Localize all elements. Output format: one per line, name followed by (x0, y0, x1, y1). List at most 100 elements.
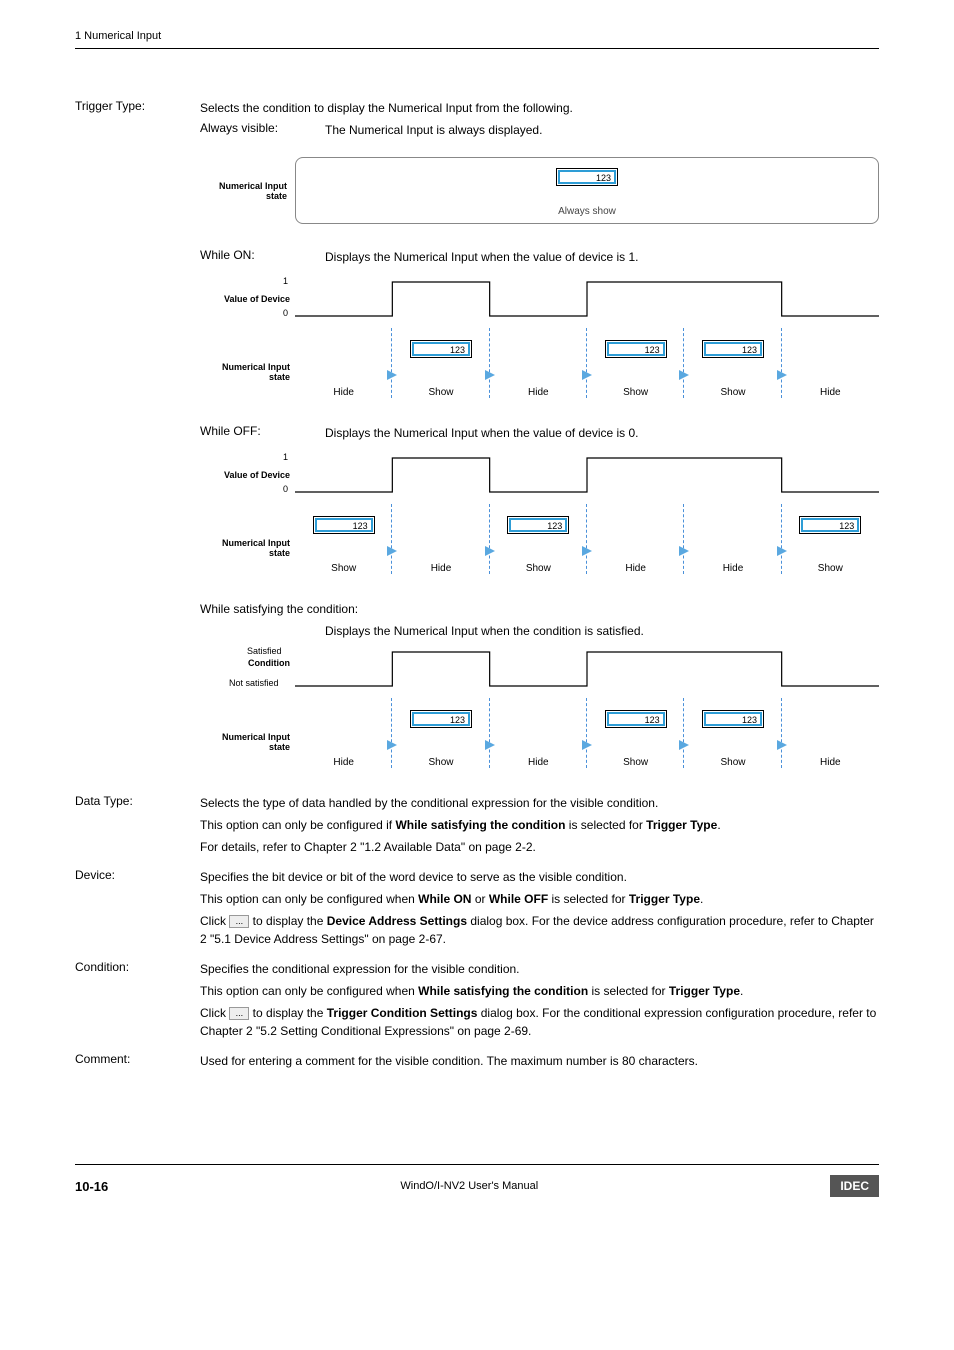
while-off-label: While OFF: (200, 424, 325, 446)
state-label: Hide (782, 757, 879, 768)
state-label: Show (392, 387, 489, 398)
numerical-input-123: 123 (605, 340, 667, 358)
transition-arrow-icon (582, 740, 592, 750)
numerical-input-123: 123 (702, 710, 764, 728)
transition-arrow-icon (387, 370, 397, 380)
state-cell: 123 Show (782, 514, 879, 574)
device-label: Device: (75, 868, 200, 952)
device-l3: Click ... to display the Device Address … (200, 912, 879, 948)
state-label: Show (295, 563, 392, 574)
state-label: Show (587, 387, 684, 398)
state-cell: Hide (490, 708, 587, 768)
trigger-type-row: Trigger Type: Selects the condition to d… (75, 99, 879, 147)
state-cell: Hide (782, 708, 879, 768)
data-type-l1: Selects the type of data handled by the … (200, 794, 879, 812)
while-on-row: While ON: Displays the Numerical Input w… (200, 248, 879, 270)
tick-satisfied: Satisfied (247, 646, 282, 656)
input-value: 123 (412, 712, 470, 726)
ellipsis-button[interactable]: ... (229, 915, 249, 928)
data-type-label: Data Type: (75, 794, 200, 860)
transition-arrow-icon (582, 546, 592, 556)
transition-arrow-icon (387, 740, 397, 750)
state-label: Show (587, 757, 684, 768)
footer-page: 10-16 (75, 1179, 108, 1194)
state-cell: Hide (295, 338, 392, 398)
while-off-desc: Displays the Numerical Input when the va… (325, 424, 879, 442)
page-header: 1 Numerical Input (75, 30, 879, 49)
while-cond-top-label: Condition (200, 658, 290, 668)
while-off-diagram: Value of Device Numerical Input state 1 … (200, 456, 879, 576)
state-label: Show (782, 563, 879, 574)
state-label: Show (684, 757, 781, 768)
waveform-svg (295, 280, 879, 320)
input-value: 123 (704, 342, 762, 356)
tick-not-satisfied: Not satisfied (229, 678, 279, 688)
input-value: 123 (558, 170, 616, 184)
state-label: Hide (782, 387, 879, 398)
comment-desc: Used for entering a comment for the visi… (200, 1052, 879, 1070)
transition-arrow-icon (485, 546, 495, 556)
state-cell: 123 Show (490, 514, 587, 574)
always-diagram: Numerical Input state 123 Always show (200, 157, 879, 224)
data-type-l3: For details, refer to Chapter 2 "1.2 Ava… (200, 838, 879, 856)
numerical-input-123: 123 (507, 516, 569, 534)
input-value: 123 (509, 518, 567, 532)
state-label: Hide (295, 757, 392, 768)
state-cell: 123 Show (587, 708, 684, 768)
footer-title: WindO/I-NV2 User's Manual (400, 1180, 538, 1192)
state-label: Show (684, 387, 781, 398)
trigger-desc: Selects the condition to display the Num… (200, 99, 879, 117)
input-value: 123 (704, 712, 762, 726)
transition-arrow-icon (777, 740, 787, 750)
state-label: Hide (392, 563, 489, 574)
numerical-input-123: 123 (410, 710, 472, 728)
comment-row: Comment: Used for entering a comment for… (75, 1052, 879, 1074)
input-value: 123 (607, 712, 665, 726)
while-on-diagram: Value of Device Numerical Input state 1 … (200, 280, 879, 400)
transition-arrow-icon (485, 370, 495, 380)
state-row: Hide123ShowHide123Show123ShowHide (295, 338, 879, 398)
numerical-input-123: 123 (410, 340, 472, 358)
transition-arrow-icon (582, 370, 592, 380)
footer-brand: IDEC (830, 1175, 879, 1197)
numerical-input-123: 123 (605, 710, 667, 728)
device-l2: This option can only be configured when … (200, 890, 879, 908)
state-cell: Hide (684, 514, 781, 574)
tick-1: 1 (283, 276, 288, 286)
while-on-label: While ON: (200, 248, 325, 270)
state-cell: Hide (782, 338, 879, 398)
ellipsis-button[interactable]: ... (229, 1007, 249, 1020)
state-label: Hide (587, 563, 684, 574)
page-footer: 10-16 WindO/I-NV2 User's Manual IDEC (75, 1164, 879, 1197)
always-row: Always visible: The Numerical Input is a… (200, 121, 879, 143)
input-value: 123 (801, 518, 859, 532)
header-section: 1 Numerical Input (75, 30, 161, 42)
state-label: Hide (490, 757, 587, 768)
state-label: Hide (684, 563, 781, 574)
state-label: Show (392, 757, 489, 768)
numerical-input-123: 123 (799, 516, 861, 534)
state-label: Show (490, 563, 587, 574)
while-cond-heading: While satisfying the condition: (200, 600, 879, 618)
input-value: 123 (607, 342, 665, 356)
state-row: 123ShowHide123ShowHideHide123Show (295, 514, 879, 574)
while-cond-heading-row: While satisfying the condition: Displays… (200, 600, 879, 640)
data-type-l2: This option can only be configured if Wh… (200, 816, 879, 834)
transition-arrow-icon (485, 740, 495, 750)
condition-l2: This option can only be configured when … (200, 982, 879, 1000)
always-side-label: Numerical Input state (200, 181, 287, 201)
state-cell: 123 Show (587, 338, 684, 398)
condition-row: Condition: Specifies the conditional exp… (75, 960, 879, 1044)
state-cell: 123 Show (684, 708, 781, 768)
trigger-label: Trigger Type: (75, 99, 200, 147)
state-row: Hide123ShowHide123Show123ShowHide (295, 708, 879, 768)
condition-label: Condition: (75, 960, 200, 1044)
while-off-bot-label: Numerical Input state (200, 538, 290, 558)
while-off-top-label: Value of Device (200, 470, 290, 480)
state-label: Hide (490, 387, 587, 398)
state-cell: Hide (392, 514, 489, 574)
input-value: 123 (412, 342, 470, 356)
waveform-svg (295, 456, 879, 496)
while-cond-desc: Displays the Numerical Input when the co… (325, 622, 879, 640)
transition-arrow-icon (679, 740, 689, 750)
